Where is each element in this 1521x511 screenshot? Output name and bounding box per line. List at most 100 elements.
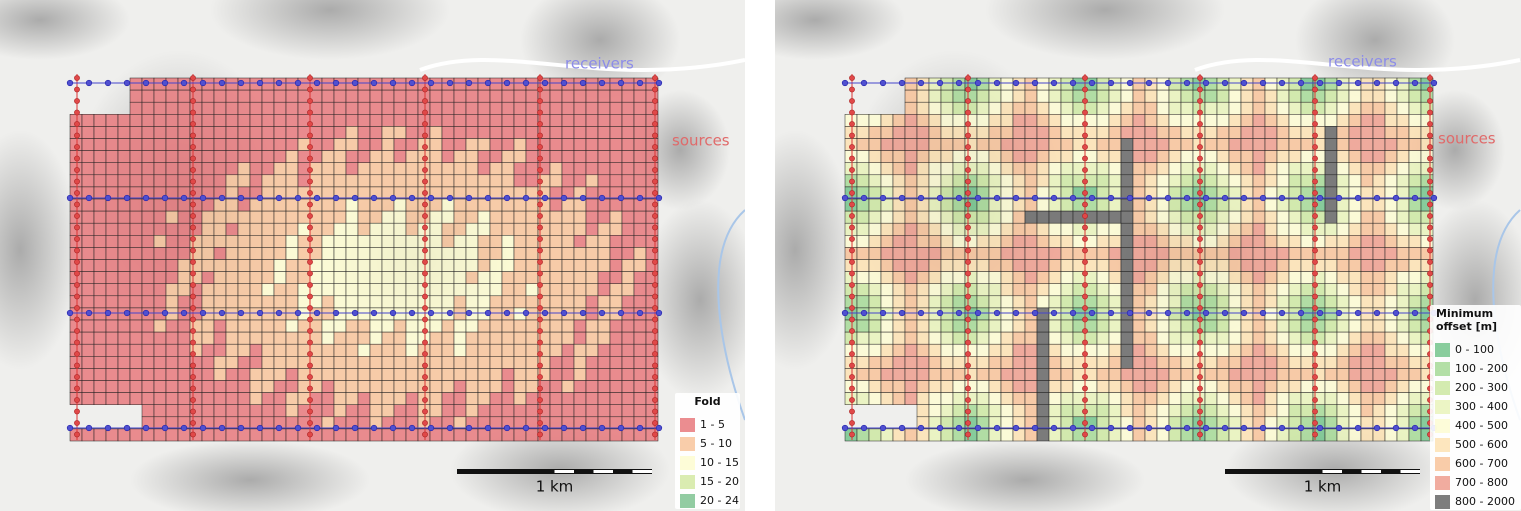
source-point bbox=[190, 339, 196, 346]
grid-cell bbox=[633, 138, 647, 151]
grid-cell bbox=[405, 259, 419, 272]
grid-cell bbox=[321, 331, 335, 345]
grid-cell bbox=[1264, 150, 1278, 163]
grid-cell bbox=[1336, 126, 1350, 139]
receiver-point bbox=[1373, 424, 1381, 432]
grid-cell bbox=[1360, 404, 1374, 418]
grid-cell bbox=[1012, 283, 1026, 297]
source-point bbox=[422, 75, 428, 81]
grid-cell bbox=[1336, 271, 1350, 284]
grid-cell bbox=[1144, 319, 1158, 333]
grid-cell bbox=[453, 428, 467, 442]
grid-cell bbox=[1180, 368, 1194, 381]
grid-cell bbox=[1048, 404, 1062, 418]
grid-cell bbox=[1300, 356, 1314, 369]
grid-cell bbox=[1336, 343, 1350, 357]
grid-cell bbox=[868, 307, 882, 321]
grid-cell bbox=[1144, 114, 1158, 127]
source-point bbox=[422, 270, 428, 277]
receiver-point bbox=[841, 194, 849, 202]
source-point bbox=[537, 224, 543, 231]
grid-cell bbox=[1156, 368, 1170, 381]
grid-cell bbox=[916, 259, 930, 272]
grid-cell bbox=[141, 404, 155, 418]
terrain-hill bbox=[0, 130, 80, 370]
receiver-point bbox=[598, 424, 606, 432]
grid-cell bbox=[892, 295, 906, 309]
grid-cell bbox=[393, 235, 407, 248]
grid-cell bbox=[904, 307, 918, 321]
grid-cell bbox=[1228, 343, 1242, 357]
grid-cell bbox=[165, 295, 179, 309]
grid-cell bbox=[609, 247, 623, 260]
grid-cell bbox=[1000, 319, 1014, 333]
grid-cell bbox=[1204, 162, 1218, 176]
grid-cell bbox=[1120, 89, 1134, 103]
source-point bbox=[1427, 86, 1433, 93]
grid-cell bbox=[976, 331, 990, 345]
grid-cell bbox=[1276, 283, 1290, 297]
grid-cell bbox=[1216, 368, 1230, 381]
grid-cell bbox=[525, 162, 539, 176]
grid-cell bbox=[369, 198, 383, 212]
grid-cell bbox=[1024, 380, 1038, 393]
grid-cell bbox=[1108, 283, 1122, 297]
grid-cell bbox=[453, 343, 467, 357]
receiver-point bbox=[85, 194, 93, 202]
source-point bbox=[1197, 339, 1203, 346]
receiver-point bbox=[180, 79, 188, 87]
grid-cell bbox=[1168, 174, 1182, 188]
grid-cell bbox=[1396, 126, 1410, 139]
grid-cell bbox=[633, 356, 647, 369]
grid-cell bbox=[1408, 174, 1422, 188]
grid-cell bbox=[1228, 89, 1242, 103]
source-point bbox=[537, 213, 543, 219]
grid-cell bbox=[1012, 101, 1026, 115]
grid-cell bbox=[1276, 101, 1290, 115]
grid-cell bbox=[429, 331, 443, 345]
grid-cell bbox=[129, 162, 143, 176]
grid-cell bbox=[405, 343, 419, 357]
grid-cell bbox=[1348, 162, 1362, 176]
grid-cell bbox=[153, 138, 167, 151]
grid-cell bbox=[1096, 356, 1110, 369]
grid-cell bbox=[1288, 343, 1302, 357]
grid-cell bbox=[988, 114, 1002, 127]
grid-cell bbox=[1036, 77, 1050, 91]
grid-cell bbox=[1180, 114, 1194, 127]
grid-cell bbox=[273, 174, 287, 188]
grid-cell bbox=[177, 235, 191, 248]
grid-cell bbox=[153, 380, 167, 393]
grid-cell bbox=[1252, 404, 1266, 418]
grid-cell bbox=[916, 356, 930, 369]
grid-cell bbox=[988, 101, 1002, 115]
grid-cell bbox=[261, 307, 275, 321]
grid-cell bbox=[868, 174, 882, 188]
grid-cell bbox=[1264, 307, 1278, 321]
grid-cell bbox=[1024, 222, 1038, 236]
grid-cell bbox=[273, 222, 287, 236]
grid-cell bbox=[393, 247, 407, 260]
grid-cell bbox=[1048, 210, 1062, 224]
grid-cell bbox=[261, 343, 275, 357]
source-point bbox=[849, 270, 855, 277]
grid-cell bbox=[1360, 259, 1374, 272]
grid-cell bbox=[237, 259, 251, 272]
grid-cell bbox=[525, 222, 539, 236]
grid-cell bbox=[1048, 343, 1062, 357]
grid-cell bbox=[549, 283, 563, 297]
receiver-point bbox=[1069, 424, 1077, 432]
grid-cell bbox=[1132, 343, 1146, 357]
grid-cell bbox=[904, 126, 918, 139]
grid-cell bbox=[345, 319, 359, 333]
grid-cell bbox=[1396, 271, 1410, 284]
grid-cell bbox=[477, 356, 491, 369]
grid-cell bbox=[597, 295, 611, 309]
grid-cell bbox=[1048, 331, 1062, 345]
grid-cell bbox=[1216, 343, 1230, 357]
grid-cell bbox=[93, 283, 107, 297]
grid-cell bbox=[1276, 392, 1290, 405]
grid-cell bbox=[1252, 368, 1266, 381]
source-point bbox=[652, 224, 658, 231]
grid-cell bbox=[1384, 150, 1398, 163]
